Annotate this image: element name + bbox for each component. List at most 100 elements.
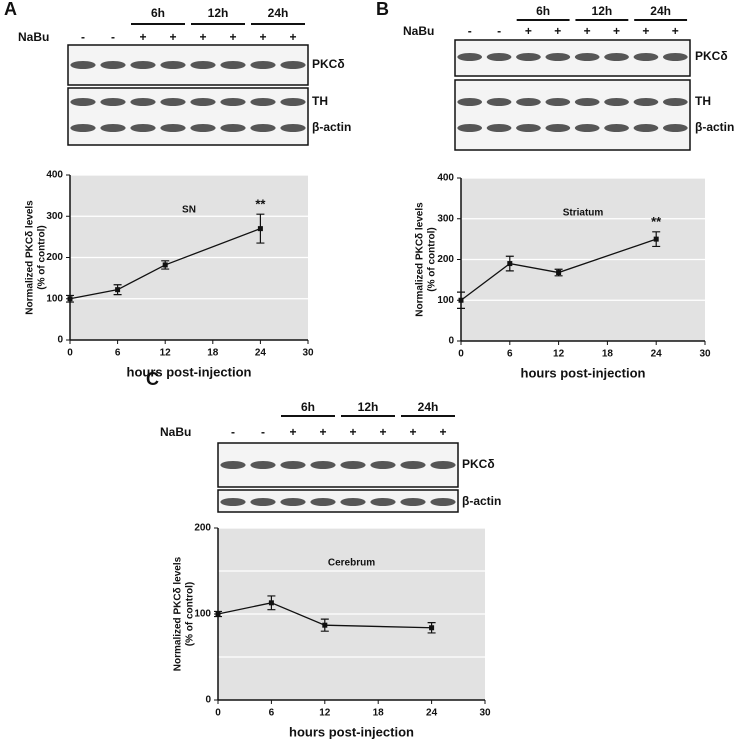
blot-band <box>220 61 246 69</box>
time-label: 12h <box>208 6 229 20</box>
lane-sign: + <box>379 425 386 439</box>
blot-band <box>633 124 659 132</box>
time-label: 24h <box>418 400 439 414</box>
blot-band <box>430 498 456 506</box>
blot-band <box>100 124 126 132</box>
y-tick-label: 300 <box>437 213 454 224</box>
x-axis-label: hours post-injection <box>127 364 252 379</box>
blot-band <box>516 53 541 61</box>
blot-band <box>160 124 186 132</box>
y-tick-label: 400 <box>46 170 63 181</box>
y-tick-label: 0 <box>448 336 454 347</box>
lane-sign: + <box>642 24 649 38</box>
blot-band <box>130 61 156 69</box>
blot-band <box>130 124 156 132</box>
y-tick-label: 0 <box>57 335 63 346</box>
lane-sign: - <box>81 30 85 44</box>
blot-band <box>250 61 276 69</box>
lane-sign: + <box>409 425 416 439</box>
x-tick-label: 0 <box>67 348 73 359</box>
lane-sign: + <box>439 425 446 439</box>
x-tick-label: 0 <box>458 349 464 360</box>
y-axis-label: (% of control) <box>37 225 48 289</box>
lane-sign: - <box>497 24 501 38</box>
x-tick-label: 0 <box>215 708 221 719</box>
lane-sign: + <box>169 30 176 44</box>
blot-band <box>370 461 396 469</box>
data-point <box>215 611 221 617</box>
blot-label: β-actin <box>462 494 501 508</box>
y-tick-label: 400 <box>437 173 454 184</box>
x-tick-label: 6 <box>115 348 121 359</box>
blot-band <box>633 98 659 106</box>
blot-band <box>662 98 688 106</box>
lane-sign: + <box>139 30 146 44</box>
time-label: 12h <box>358 400 379 414</box>
blot-band <box>280 98 306 106</box>
data-point <box>556 270 562 276</box>
data-point <box>322 622 328 628</box>
y-tick-label: 300 <box>46 211 63 222</box>
blot-band <box>516 124 541 132</box>
y-axis-label: Normalized PKCδ levels <box>415 202 426 317</box>
x-tick-label: 12 <box>160 348 172 359</box>
data-point <box>507 261 513 267</box>
lane-sign: - <box>231 425 235 439</box>
y-tick-label: 200 <box>46 252 63 263</box>
x-tick-label: 18 <box>602 349 614 360</box>
blot-band <box>310 461 336 469</box>
blot-band <box>604 98 629 106</box>
lane-sign: - <box>111 30 115 44</box>
blot-label: TH <box>695 94 711 108</box>
blot-label: β-actin <box>695 120 734 134</box>
x-tick-label: 6 <box>269 708 275 719</box>
blot-box <box>217 489 459 513</box>
lane-sign: - <box>468 24 472 38</box>
y-tick-label: 200 <box>437 254 454 265</box>
chart-title: Striatum <box>563 208 604 219</box>
time-label: 6h <box>536 4 550 18</box>
blot-band <box>70 124 96 132</box>
blot-band <box>516 98 541 106</box>
blot-band <box>190 98 216 106</box>
x-axis-label: hours post-injection <box>521 365 646 380</box>
blot-band <box>430 461 456 469</box>
data-point <box>268 600 274 606</box>
data-line <box>217 602 432 629</box>
significance: ** <box>255 197 266 212</box>
time-label: 24h <box>650 4 671 18</box>
data-point <box>653 236 659 242</box>
x-axis-label: hours post-injection <box>289 724 414 739</box>
lane-sign: + <box>259 30 266 44</box>
blot-band <box>545 53 571 61</box>
blot-band <box>662 53 688 61</box>
data-line <box>69 228 261 300</box>
panel-letter: A <box>4 0 17 19</box>
y-tick-label: 100 <box>437 295 454 306</box>
blot-band <box>340 461 366 469</box>
lane-sign: + <box>349 425 356 439</box>
blot-band <box>100 61 126 69</box>
blot-band <box>190 61 216 69</box>
blot-band <box>130 98 156 106</box>
data-point <box>67 296 73 302</box>
blot-band <box>662 124 688 132</box>
blot-band <box>250 124 276 132</box>
blot-band <box>486 98 512 106</box>
blot-band <box>457 98 483 106</box>
y-tick-label: 100 <box>46 293 63 304</box>
data-point <box>429 625 435 631</box>
blot-band <box>70 98 96 106</box>
blot-band <box>310 498 336 506</box>
blot-band <box>545 124 571 132</box>
blot-band <box>70 61 96 69</box>
lane-sign: + <box>229 30 236 44</box>
chart-title: SN <box>182 205 196 216</box>
significance: ** <box>651 214 662 229</box>
x-tick-label: 18 <box>207 348 219 359</box>
blot-band <box>280 61 306 69</box>
lane-sign: + <box>613 24 620 38</box>
blot-band <box>457 53 483 61</box>
lane-sign: + <box>199 30 206 44</box>
blot-band <box>486 53 512 61</box>
